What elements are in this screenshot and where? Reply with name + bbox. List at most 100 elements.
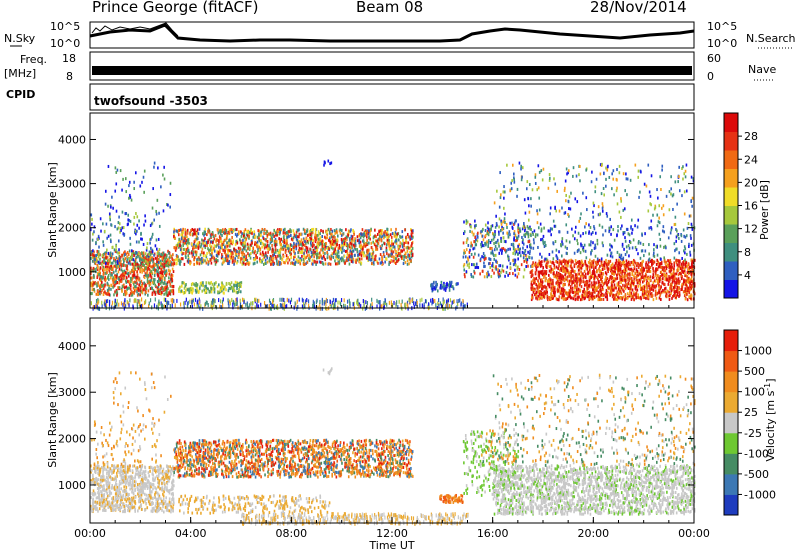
data-mark — [112, 276, 115, 280]
data-mark — [444, 288, 447, 292]
data-mark — [385, 246, 388, 250]
data-mark — [134, 280, 136, 284]
data-mark — [356, 248, 359, 252]
data-mark — [283, 297, 285, 302]
data-mark — [456, 282, 458, 286]
data-mark — [228, 228, 231, 232]
data-mark — [489, 261, 491, 265]
data-mark — [651, 260, 654, 264]
data-mark — [130, 198, 133, 202]
data-mark — [487, 231, 490, 235]
data-mark — [314, 246, 316, 250]
data-mark — [471, 263, 473, 267]
data-mark — [146, 268, 149, 272]
data-mark — [381, 243, 383, 247]
data-mark — [204, 227, 206, 231]
data-mark — [324, 262, 327, 266]
data-mark — [191, 251, 193, 255]
data-mark — [204, 243, 206, 247]
data-mark — [406, 300, 409, 305]
data-mark — [176, 298, 178, 303]
data-mark — [495, 265, 497, 269]
data-mark — [108, 212, 111, 216]
data-mark — [241, 257, 243, 261]
data-mark — [190, 228, 193, 232]
data-mark — [373, 257, 376, 261]
data-mark — [205, 286, 207, 290]
data-mark — [175, 244, 178, 248]
data-mark — [112, 277, 114, 281]
data-mark — [155, 268, 158, 272]
data-mark — [205, 291, 208, 295]
data-mark — [246, 259, 249, 263]
data-mark — [389, 254, 391, 258]
data-mark — [370, 246, 373, 250]
data-mark — [91, 269, 94, 273]
data-mark — [279, 242, 282, 246]
data-mark — [111, 268, 114, 272]
data-mark — [523, 259, 526, 263]
data-mark — [603, 260, 606, 264]
data-mark — [297, 259, 300, 263]
nsearch-tick-bottom: 10^0 — [707, 37, 737, 50]
data-mark — [391, 303, 394, 308]
data-mark — [362, 247, 364, 251]
data-mark — [138, 258, 141, 262]
data-mark — [162, 173, 164, 177]
data-mark — [134, 252, 136, 256]
data-mark — [139, 280, 141, 284]
data-mark — [161, 303, 163, 308]
data-mark — [525, 265, 527, 269]
data-mark — [271, 302, 273, 307]
data-mark — [149, 268, 151, 272]
data-mark — [596, 260, 599, 264]
data-mark — [396, 260, 398, 264]
data-mark — [188, 241, 190, 245]
data-mark — [149, 253, 152, 257]
data-mark — [585, 275, 587, 279]
data-mark — [574, 293, 577, 297]
data-mark — [293, 253, 296, 257]
data-mark — [376, 247, 379, 251]
data-mark — [507, 273, 509, 277]
data-mark — [159, 263, 162, 267]
data-mark — [169, 193, 172, 197]
data-mark — [134, 250, 137, 254]
data-mark — [326, 252, 329, 256]
data-mark — [316, 248, 319, 252]
data-mark — [476, 235, 479, 239]
data-mark — [106, 299, 109, 304]
data-mark — [541, 296, 543, 300]
data-mark — [267, 250, 269, 254]
data-mark — [312, 227, 315, 231]
data-mark — [185, 248, 188, 252]
data-mark — [196, 228, 199, 232]
data-mark — [166, 261, 168, 265]
data-mark — [351, 235, 354, 239]
cpid-value: twofsound -3503 — [94, 94, 208, 108]
data-mark — [242, 255, 245, 259]
data-mark — [333, 250, 335, 254]
data-mark — [366, 248, 369, 252]
data-mark — [316, 255, 319, 259]
data-mark — [443, 299, 445, 304]
data-mark — [113, 293, 115, 297]
data-mark — [317, 233, 320, 237]
data-mark — [240, 242, 243, 246]
data-mark — [166, 253, 168, 257]
data-mark — [390, 250, 393, 254]
data-mark — [133, 259, 136, 263]
data-mark — [177, 244, 180, 248]
data-mark — [258, 245, 260, 249]
data-mark — [361, 228, 364, 232]
data-mark — [580, 266, 583, 270]
data-mark — [171, 284, 174, 288]
data-mark — [191, 232, 194, 236]
data-mark — [361, 250, 364, 254]
data-mark — [369, 237, 371, 241]
data-mark — [518, 243, 521, 247]
data-mark — [183, 305, 185, 310]
data-mark — [496, 223, 498, 227]
data-mark — [179, 258, 182, 262]
data-mark — [114, 298, 116, 303]
